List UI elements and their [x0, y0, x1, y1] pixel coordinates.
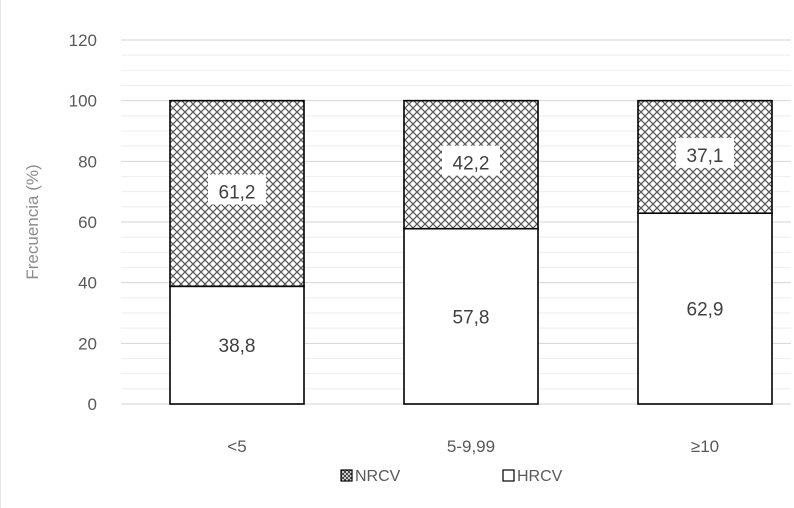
data-label-nrcv: 42,2 — [453, 154, 490, 175]
y-tick-label: 40 — [78, 274, 97, 293]
legend-label-nrcv: NRCV — [355, 468, 401, 485]
y-tick-label: 100 — [69, 92, 97, 111]
y-tick-label: 120 — [69, 31, 97, 50]
legend-swatch-hrcv — [502, 469, 515, 482]
y-tick-label: 20 — [78, 334, 97, 353]
bars — [169, 99, 773, 405]
y-axis-ticks: 0 20 40 60 80 100 120 — [69, 31, 97, 414]
legend-swatch-nrcv — [340, 469, 353, 482]
data-label-nrcv: 37,1 — [687, 146, 724, 167]
y-tick-label: 0 — [88, 395, 97, 414]
data-label-nrcv: 61,2 — [219, 182, 256, 203]
bar-segment-hrcv — [403, 227, 539, 405]
bar-segment-hrcv — [169, 285, 305, 405]
bar-segment-hrcv — [637, 212, 773, 405]
x-category-label: <5 — [227, 437, 246, 456]
data-labels: 38,8 61,2 57,8 42,2 62,9 37,1 — [208, 137, 734, 357]
legend: NRCV HRCV — [340, 468, 563, 485]
y-tick-label: 60 — [78, 213, 97, 232]
data-label-hrcv: 38,8 — [219, 336, 256, 357]
bar-segment-nrcv — [169, 99, 305, 288]
data-label-hrcv: 57,8 — [453, 307, 490, 328]
legend-label-hrcv: HRCV — [517, 468, 563, 485]
y-axis-title: Frecuencia (%) — [23, 164, 42, 279]
data-label-hrcv: 62,9 — [687, 300, 724, 321]
x-category-label: ≥10 — [691, 437, 719, 456]
x-axis-categories: <5 5-9,99 ≥10 — [227, 437, 719, 456]
x-category-label: 5-9,99 — [447, 437, 495, 456]
data-label-box — [676, 137, 734, 168]
y-tick-label: 80 — [78, 152, 97, 171]
data-label-box — [442, 145, 500, 176]
data-label-box — [208, 174, 266, 205]
